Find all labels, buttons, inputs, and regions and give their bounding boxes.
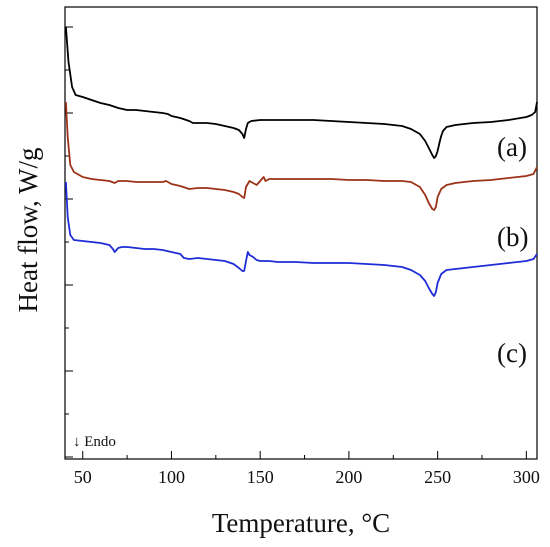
x-tick-label: 300 — [513, 467, 540, 487]
series-line-a — [66, 27, 537, 158]
x-tick-label: 250 — [424, 467, 451, 487]
y-axis-label: Heat flow, W/g — [13, 148, 43, 313]
x-tick-label: 50 — [74, 467, 92, 487]
plot-area-border — [65, 7, 537, 459]
x-axis-ticks: 50 100 150 200 250 300 — [74, 451, 540, 487]
series-label-b: (b) — [497, 222, 528, 252]
x-tick-label: 100 — [158, 467, 185, 487]
x-axis-label: Temperature, °C — [212, 508, 390, 538]
x-tick-label: 150 — [247, 467, 274, 487]
series-label-a: (a) — [497, 132, 527, 162]
series-label-c: (c) — [497, 338, 527, 368]
series-line-b — [66, 102, 537, 210]
x-tick-label: 200 — [335, 467, 362, 487]
plot-frame — [65, 7, 537, 459]
endo-annotation: ↓ Endo — [73, 434, 116, 450]
series-layer — [66, 27, 537, 296]
series-line-c — [66, 182, 537, 296]
y-axis-ticks — [65, 27, 73, 457]
